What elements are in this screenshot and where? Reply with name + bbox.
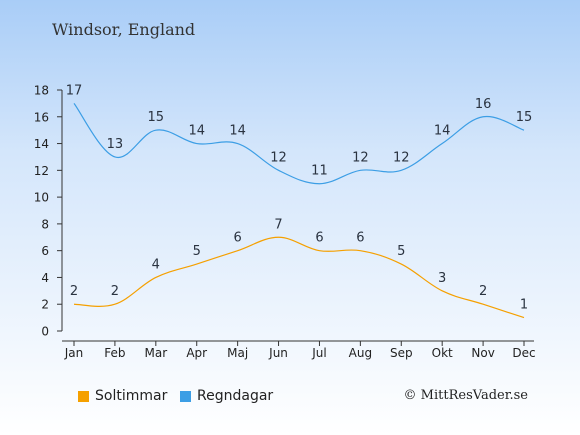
y-tick-label: 16: [34, 110, 49, 124]
legend-swatch-regndagar: [180, 390, 191, 402]
x-tick-label: Jan: [64, 346, 84, 360]
y-tick-label: 6: [41, 244, 49, 258]
series-line-soltimmar: [73, 236, 525, 319]
data-label-soltimmar: 6: [233, 231, 241, 246]
data-label-regndagar: 12: [352, 150, 369, 165]
legend-swatch-soltimmar: [78, 390, 89, 402]
legend-item-soltimmar: Soltimmar: [78, 388, 167, 404]
data-label-regndagar: 11: [311, 164, 328, 179]
data-label-regndagar: 15: [516, 110, 533, 125]
x-tick-label: Aug: [349, 346, 372, 360]
chart-title: Windsor, England: [52, 20, 196, 39]
x-tick-label: Mar: [144, 346, 167, 360]
data-label-soltimmar: 6: [315, 231, 323, 246]
y-tick-label: 12: [34, 164, 49, 178]
data-label-regndagar: 12: [270, 150, 287, 165]
legend-label-regndagar: Regndagar: [197, 388, 274, 404]
x-tick-label: Dec: [512, 346, 535, 360]
legend-item-regndagar: Regndagar: [180, 388, 273, 404]
data-label-soltimmar: 2: [479, 284, 487, 299]
data-label-regndagar: 13: [107, 137, 124, 152]
series-line-regndagar: [73, 103, 525, 185]
x-tick-label: Okt: [432, 346, 453, 360]
data-label-soltimmar: 4: [152, 257, 160, 272]
data-label-soltimmar: 2: [70, 284, 78, 299]
x-tick-label: Sep: [390, 346, 413, 360]
x-tick-label: Nov: [471, 346, 494, 360]
x-tick-label: Apr: [186, 346, 207, 360]
y-tick-label: 2: [41, 298, 49, 312]
data-label-soltimmar: 7: [274, 217, 282, 232]
y-tick-label: 10: [34, 191, 49, 205]
data-label-regndagar: 14: [188, 124, 205, 139]
y-tick-label: 8: [41, 217, 49, 231]
y-tick-label: 14: [34, 137, 49, 151]
y-tick-label: 4: [41, 271, 49, 285]
y-tick-label: 0: [41, 325, 49, 339]
data-label-regndagar: 12: [393, 150, 410, 165]
data-label-regndagar: 15: [148, 110, 165, 125]
x-tick-label: Jun: [268, 346, 288, 360]
data-label-regndagar: 16: [475, 97, 492, 112]
data-label-soltimmar: 2: [111, 284, 119, 299]
data-label-soltimmar: 5: [193, 244, 201, 259]
data-label-regndagar: 14: [434, 124, 451, 139]
x-tick-label: Feb: [104, 346, 125, 360]
data-label-regndagar: 14: [229, 124, 246, 139]
data-label-soltimmar: 3: [438, 271, 446, 286]
y-tick-label: 18: [34, 84, 49, 98]
credit-text: © MittResVader.se: [403, 388, 528, 403]
legend-label-soltimmar: Soltimmar: [95, 388, 168, 404]
data-label-soltimmar: 6: [356, 231, 364, 246]
data-label-regndagar: 17: [66, 83, 83, 98]
data-label-soltimmar: 1: [520, 298, 528, 313]
data-label-soltimmar: 5: [397, 244, 405, 259]
x-tick-label: Maj: [227, 346, 248, 360]
x-tick-label: Jul: [311, 346, 326, 360]
